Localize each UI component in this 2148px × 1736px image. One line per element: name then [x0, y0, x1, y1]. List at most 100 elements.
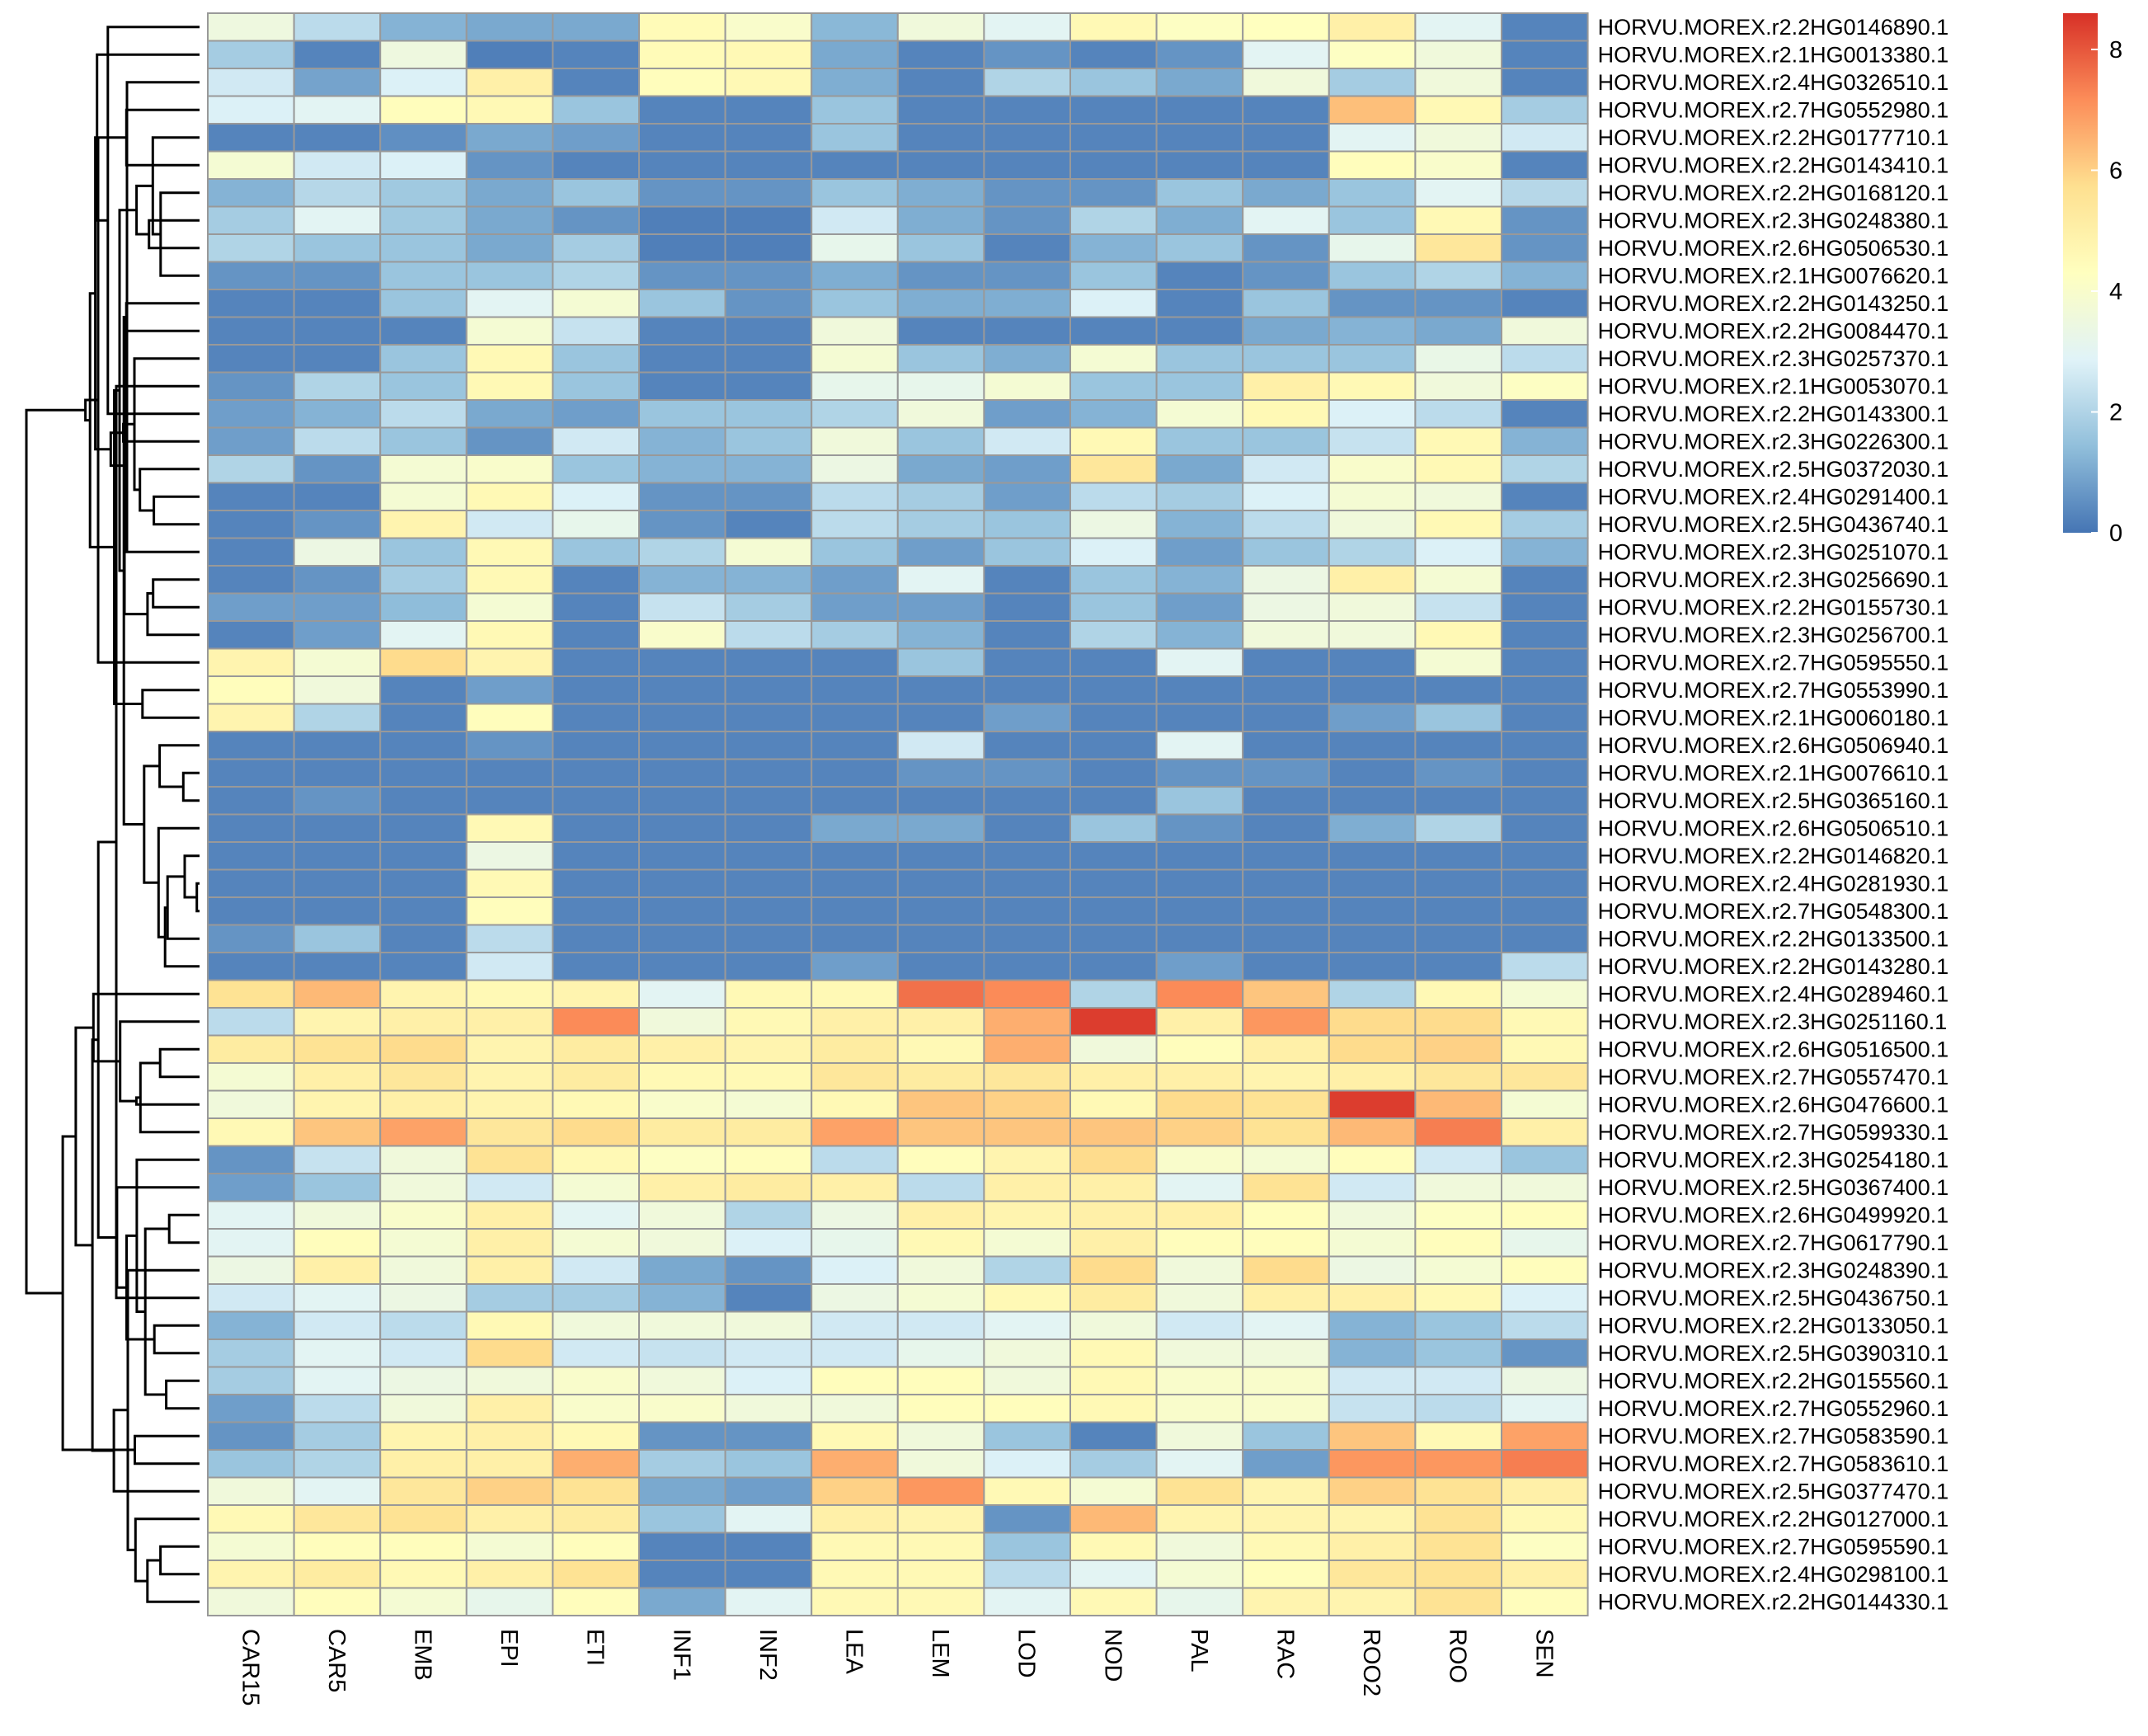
- heatmap-cell: [293, 1228, 382, 1258]
- heatmap-cell: [896, 979, 985, 1009]
- heatmap-cell: [638, 40, 726, 69]
- heatmap-cell: [638, 813, 726, 843]
- heatmap-cell: [638, 1228, 726, 1258]
- heatmap-cell: [983, 482, 1072, 511]
- column-label: LOD: [1013, 1629, 1040, 1678]
- heatmap-cell: [811, 150, 899, 180]
- heatmap-cell: [1501, 178, 1589, 208]
- heatmap-cell: [896, 731, 985, 760]
- heatmap-cell: [207, 178, 295, 208]
- heatmap-cell: [983, 1173, 1072, 1202]
- heatmap-cell: [1414, 1421, 1503, 1451]
- heatmap-cell: [638, 924, 726, 953]
- heatmap-cell: [811, 68, 899, 97]
- heatmap-cell: [379, 868, 468, 898]
- heatmap-cell: [293, 786, 382, 816]
- heatmap-cell: [638, 371, 726, 401]
- row-label: HORVU.MOREX.r2.7HG0595550.1: [1598, 650, 1949, 675]
- heatmap-cell: [1069, 1145, 1158, 1174]
- heatmap-cell: [293, 1476, 382, 1506]
- heatmap-cell: [1155, 1338, 1244, 1368]
- heatmap-cell: [552, 868, 641, 898]
- heatmap-cell: [465, 537, 554, 567]
- heatmap-cell: [638, 1394, 726, 1423]
- heatmap-cell: [552, 731, 641, 760]
- heatmap-cell: [1155, 1587, 1244, 1616]
- heatmap-cell: [1328, 1587, 1417, 1616]
- heatmap-cell: [1328, 95, 1417, 125]
- heatmap-cell: [1242, 675, 1330, 705]
- heatmap-cell: [1155, 150, 1244, 180]
- heatmap-cell: [983, 1366, 1072, 1395]
- heatmap-cell: [1328, 316, 1417, 346]
- dendrogram-branch: [159, 1545, 200, 1576]
- heatmap-cell: [1155, 1366, 1244, 1395]
- heatmap-cell: [1414, 1504, 1503, 1534]
- heatmap-cell: [1155, 12, 1244, 42]
- heatmap-cell: [207, 868, 295, 898]
- row-label: HORVU.MOREX.r2.6HG0506940.1: [1598, 733, 1949, 758]
- heatmap-cell: [1069, 1283, 1158, 1313]
- heatmap-cell: [638, 868, 726, 898]
- column-label: NOD: [1099, 1629, 1126, 1682]
- heatmap-cell: [1069, 510, 1158, 539]
- heatmap-cell: [207, 1089, 295, 1119]
- heatmap-cell: [1155, 1560, 1244, 1589]
- heatmap-cell: [552, 647, 641, 677]
- heatmap-cell: [1328, 952, 1417, 981]
- dendrogram-branch: [96, 840, 117, 1239]
- heatmap-cell: [1155, 344, 1244, 374]
- heatmap-cell: [465, 1310, 554, 1340]
- heatmap-cell: [1155, 786, 1244, 816]
- heatmap-cell: [1414, 868, 1503, 898]
- heatmap-cell: [1242, 1117, 1330, 1147]
- heatmap-cell: [465, 1283, 554, 1313]
- heatmap-cell: [552, 510, 641, 539]
- heatmap-cell: [1242, 123, 1330, 153]
- heatmap-cell: [1414, 786, 1503, 816]
- row-label: HORVU.MOREX.r2.2HG0155730.1: [1598, 595, 1949, 619]
- heatmap-cell: [207, 979, 295, 1009]
- row-label: HORVU.MOREX.r2.2HG0143280.1: [1598, 954, 1949, 979]
- heatmap-cell: [638, 150, 726, 180]
- heatmap-cell: [1328, 620, 1417, 650]
- heatmap-cell: [1155, 979, 1244, 1009]
- heatmap-cell: [379, 1200, 468, 1230]
- row-label: HORVU.MOREX.r2.1HG0076620.1: [1598, 263, 1949, 288]
- heatmap-cell: [1069, 1560, 1158, 1589]
- heatmap-cell: [1501, 592, 1589, 622]
- heatmap-cell: [1414, 1173, 1503, 1202]
- heatmap-cell: [896, 426, 985, 456]
- heatmap-cell: [465, 1034, 554, 1064]
- heatmap-cell: [983, 1531, 1072, 1561]
- dendrogram-branch: [146, 1559, 200, 1603]
- heatmap-cell: [1328, 1117, 1417, 1147]
- column-label: ROO2: [1358, 1629, 1384, 1696]
- heatmap-cell: [1069, 1007, 1158, 1037]
- heatmap-cell: [724, 786, 813, 816]
- heatmap-cell: [638, 316, 726, 346]
- heatmap-cell: [1242, 1338, 1330, 1368]
- heatmap-cell: [811, 565, 899, 595]
- heatmap-cell: [207, 40, 295, 69]
- heatmap-cell: [552, 1089, 641, 1119]
- heatmap-cell: [465, 1338, 554, 1368]
- heatmap-cell: [1069, 261, 1158, 290]
- heatmap-cell: [896, 1338, 985, 1368]
- heatmap-cell: [1414, 371, 1503, 401]
- heatmap-cell: [1328, 150, 1417, 180]
- heatmap-cell: [207, 344, 295, 374]
- heatmap-cell: [1242, 620, 1330, 650]
- heatmap-cell: [811, 344, 899, 374]
- heatmap-cell: [465, 841, 554, 871]
- heatmap-cell: [1069, 482, 1158, 511]
- dendrogram-branch: [152, 578, 200, 609]
- row-label: HORVU.MOREX.r2.4HG0289460.1: [1598, 981, 1949, 1006]
- heatmap-cell: [638, 426, 726, 456]
- heatmap-cell: [207, 123, 295, 153]
- heatmap-cell: [724, 620, 813, 650]
- heatmap-cell: [1501, 1034, 1589, 1064]
- heatmap-cell: [379, 537, 468, 567]
- heatmap-cell: [1242, 813, 1330, 843]
- heatmap-cell: [293, 537, 382, 567]
